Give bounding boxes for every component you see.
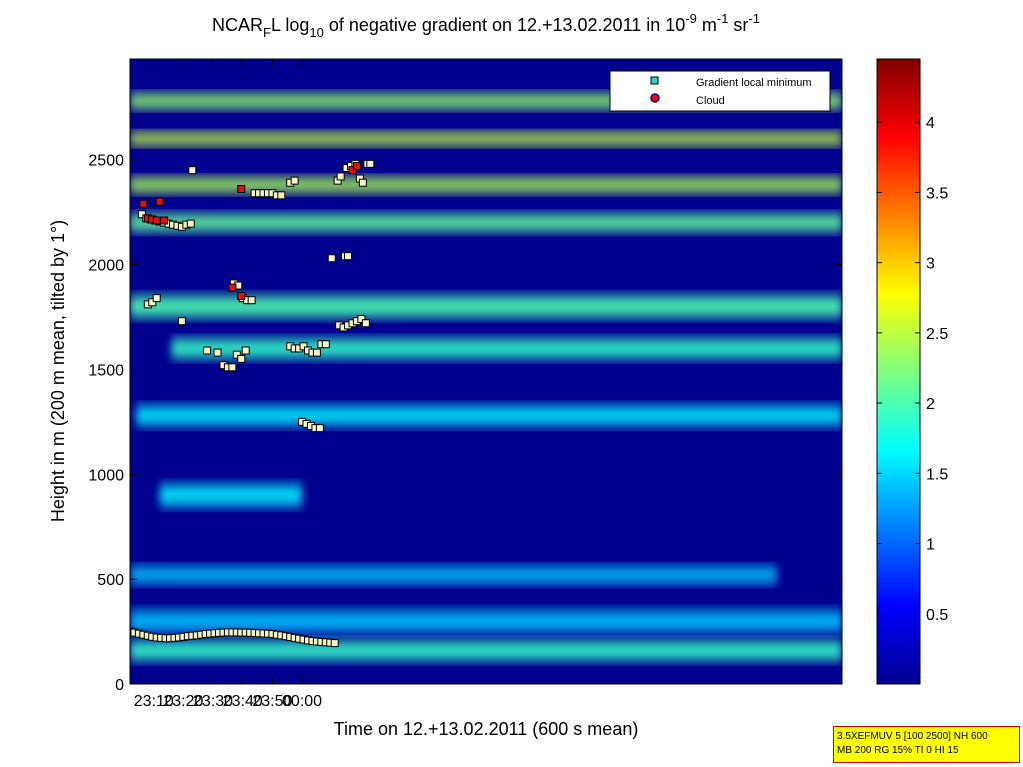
- heatmap-band-9: [130, 132, 842, 145]
- gradient-minimum-marker: [344, 252, 353, 261]
- gradient-minimum-marker: [357, 315, 366, 324]
- gradient-minimum-marker: [188, 166, 197, 175]
- gradient-minimum-marker: [336, 172, 345, 181]
- legend-square-marker-icon: [650, 76, 659, 85]
- gradient-minimum-marker: [366, 159, 375, 168]
- legend-entry-cloud: Cloud: [696, 95, 725, 107]
- gradient-minimum-marker: [232, 350, 241, 359]
- colorbar-tick-label: 1.5: [926, 466, 948, 483]
- heatmap-plot-area: [129, 58, 843, 685]
- colorbar-tick-label: 0.5: [926, 607, 948, 624]
- cloud-marker: [228, 283, 237, 292]
- colorbar-tick-label: 1: [926, 537, 935, 554]
- x-tick-label: 00:00: [282, 693, 322, 710]
- info-line-2: MB 200 RG 15% TI 0 HI 15: [837, 745, 959, 756]
- gradient-minimum-marker: [315, 424, 324, 433]
- y-tick-label: 1500: [88, 362, 124, 379]
- legend-cloud-marker-icon: [650, 93, 660, 103]
- gradient-minimum-marker: [148, 298, 157, 307]
- y-tick-label: 1000: [88, 467, 124, 484]
- x-tick-label: 23:50: [252, 693, 292, 710]
- y-axis: 0 500 1000 1500 2000 2500: [88, 153, 842, 694]
- gradient-minimum-marker: [203, 346, 212, 355]
- gradient-minimum-marker: [299, 342, 308, 351]
- gradient-minimum-marker: [358, 178, 367, 187]
- colorbar-ticks: 0.5 1 1.5 2 2.5 3 3.5 4: [877, 115, 948, 624]
- legend-entry-gradient: Gradient local minimum: [696, 77, 812, 89]
- info-box: 3.5XEFMUV 5 [100 2500] NH 600 MB 200 RG …: [833, 726, 1020, 763]
- info-line-1: 3.5XEFMUV 5 [100 2500] NH 600: [837, 731, 988, 742]
- cloud-marker: [155, 197, 164, 206]
- heatmap-band-3: [159, 484, 303, 506]
- y-tick-label: 2500: [88, 153, 124, 170]
- plot-frame: [129, 58, 843, 685]
- heatmap-band-7: [130, 214, 842, 231]
- x-tick-label: 23:30: [193, 693, 233, 710]
- gradient-minimum-marker: [137, 210, 146, 219]
- heatmap-band-2: [130, 566, 777, 584]
- heatmap-band-5: [171, 338, 842, 358]
- cloud-marker: [237, 291, 246, 300]
- y-tick-label: 0: [115, 677, 124, 694]
- gradient-minimum-marker: [327, 254, 336, 263]
- cloud-marker: [139, 199, 148, 208]
- colorbar: 0.5 1 1.5 2 2.5 3 3.5 4: [876, 58, 948, 685]
- x-axis-label: Time on 12.+13.02.2011 (600 s mean): [334, 719, 639, 739]
- heatmap-band-8: [130, 177, 842, 193]
- chart-title: NCARFL log10 of negative gradient on 12.…: [212, 11, 760, 40]
- legend-box: [609, 70, 831, 112]
- cloud-marker: [160, 216, 169, 225]
- gradient-minimum-marker: [330, 639, 339, 648]
- gradient-minimum-marker: [177, 317, 186, 326]
- gradient-minimum-marker: [247, 296, 256, 305]
- y-tick-label: 2000: [88, 258, 124, 275]
- gradient-minimum-marker: [277, 191, 286, 200]
- y-axis-label: Height in m (200 m mean, tilted by 1°): [48, 220, 68, 522]
- colorbar-tick-label: 4: [926, 115, 935, 132]
- cloud-marker: [348, 166, 357, 175]
- colorbar-tick-label: 2: [926, 396, 935, 413]
- heatmap-band-6: [130, 295, 842, 317]
- colorbar-tick-label: 2.5: [926, 326, 948, 343]
- heatmap-band-1: [130, 641, 842, 660]
- gradient-minimum-marker: [241, 346, 250, 355]
- gradient-minimum-marker: [237, 354, 246, 363]
- y-tick-label: 500: [97, 572, 124, 589]
- gradient-minimum-marker: [312, 348, 321, 357]
- x-tick-label: 23:40: [223, 693, 263, 710]
- gradient-minimum-marker: [228, 363, 237, 372]
- gradient-minimum-marker: [152, 294, 161, 303]
- colorbar-tick-label: 3: [926, 256, 935, 273]
- heatmap-band-0: [130, 610, 842, 632]
- cloud-marker: [352, 161, 361, 170]
- colorbar-tick-label: 3.5: [926, 185, 948, 202]
- gradient-minimum-marker: [321, 340, 330, 349]
- cloud-marker: [152, 216, 161, 225]
- heatmap-band-4: [135, 406, 842, 425]
- marker-layer: [130, 159, 375, 648]
- heatmap-background: [130, 59, 842, 684]
- gradient-minimum-marker: [361, 319, 370, 328]
- cloud-marker: [237, 185, 246, 194]
- x-tick-label: 23:10: [134, 693, 174, 710]
- x-tick-label: 23:20: [163, 693, 203, 710]
- legend: Gradient local minimum Cloud: [609, 70, 831, 112]
- gradient-minimum-marker: [186, 219, 195, 228]
- gradient-minimum-marker: [290, 176, 299, 185]
- colorbar-gradient: [876, 58, 921, 685]
- gradient-minimum-marker: [213, 348, 222, 357]
